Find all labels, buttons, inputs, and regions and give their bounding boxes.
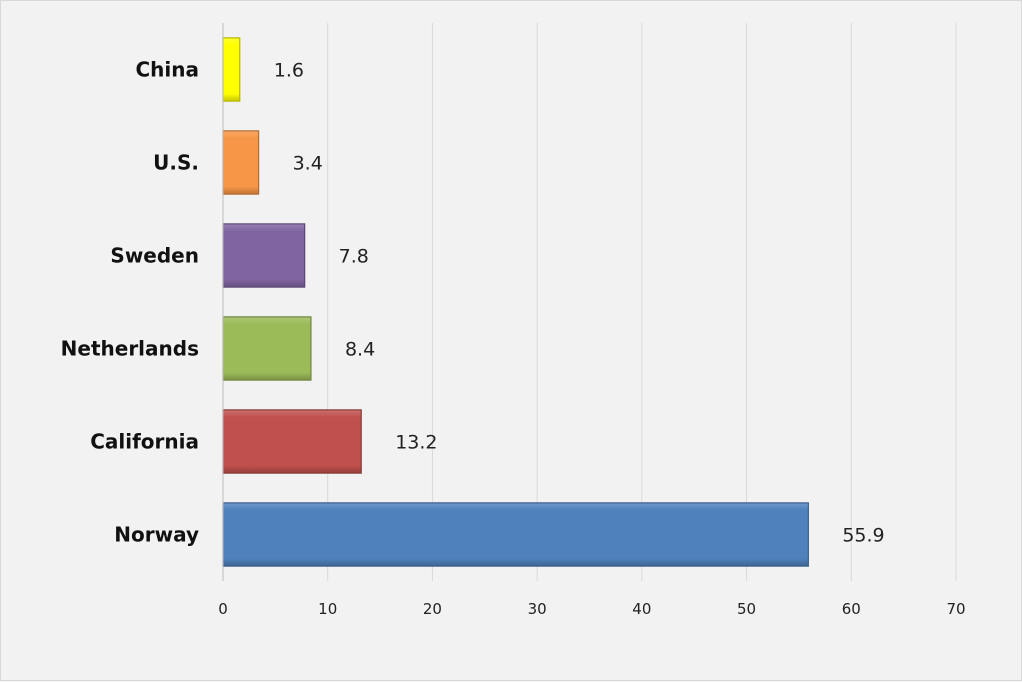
data-label: 3.4 <box>293 153 323 175</box>
data-label: 55.9 <box>842 525 884 547</box>
bar-sweden <box>222 223 306 288</box>
data-label: 7.8 <box>339 246 369 268</box>
x-tick-label: 50 <box>737 600 756 618</box>
x-tick-label: 60 <box>842 600 861 618</box>
data-label: 13.2 <box>395 432 437 454</box>
x-tick-label: 70 <box>946 600 965 618</box>
category-label: U.S. <box>153 151 199 175</box>
bar-netherlands <box>222 316 312 381</box>
x-tick-label: 10 <box>318 600 337 618</box>
category-label: Norway <box>114 523 199 547</box>
bars <box>222 37 809 567</box>
axes: 0 10 20 30 40 50 60 70 <box>218 23 966 618</box>
bar-u-s <box>222 130 260 195</box>
data-label: 8.4 <box>345 339 375 361</box>
labels: China 1.6 U.S. 3.4 Sweden 7.8 Netherlands 8.4 Ca… <box>61 58 885 547</box>
category-label: California <box>90 430 199 454</box>
category-label: Sweden <box>110 244 199 268</box>
x-tick-label: 0 <box>218 600 228 618</box>
data-label: 1.6 <box>274 60 304 82</box>
bar-norway <box>222 502 809 567</box>
gridlines <box>327 23 957 581</box>
x-tick-label: 20 <box>423 600 442 618</box>
category-label: Netherlands <box>61 337 199 361</box>
x-tick-label: 30 <box>528 600 547 618</box>
category-label: China <box>135 58 199 82</box>
bar-china <box>222 37 241 102</box>
bar-california <box>222 409 362 474</box>
x-tick-label: 40 <box>632 600 651 618</box>
